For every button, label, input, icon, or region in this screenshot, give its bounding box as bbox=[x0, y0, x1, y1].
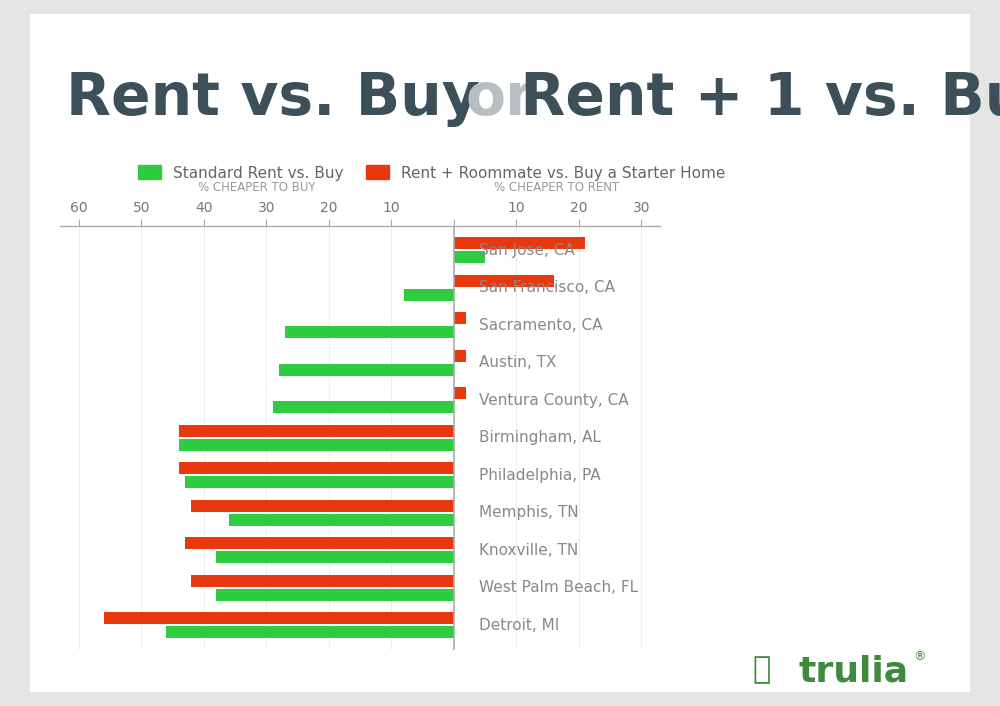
Text: Rent + 1 vs. Buy: Rent + 1 vs. Buy bbox=[500, 70, 1000, 126]
Text: San Francisco, CA: San Francisco, CA bbox=[479, 280, 615, 295]
Bar bbox=[104, 612, 454, 624]
Bar bbox=[216, 551, 454, 563]
Bar bbox=[272, 401, 454, 413]
Bar bbox=[191, 500, 454, 512]
Bar bbox=[454, 251, 485, 263]
Text: Birmingham, AL: Birmingham, AL bbox=[479, 430, 601, 445]
Bar bbox=[191, 575, 454, 587]
Text: ®: ® bbox=[913, 650, 926, 663]
Bar bbox=[404, 289, 454, 301]
Bar bbox=[179, 424, 454, 436]
Bar bbox=[454, 387, 466, 399]
Text: % CHEAPER TO RENT: % CHEAPER TO RENT bbox=[494, 181, 619, 194]
Bar bbox=[179, 439, 454, 451]
Bar bbox=[216, 589, 454, 601]
Text: Detroit, MI: Detroit, MI bbox=[479, 618, 559, 633]
Text: Ventura County, CA: Ventura County, CA bbox=[479, 393, 629, 408]
Text: Philadelphia, PA: Philadelphia, PA bbox=[479, 467, 601, 483]
Bar bbox=[185, 477, 454, 489]
Bar bbox=[454, 312, 466, 324]
Bar bbox=[454, 275, 554, 287]
Bar bbox=[285, 326, 454, 338]
Text: West Palm Beach, FL: West Palm Beach, FL bbox=[479, 580, 638, 595]
Bar bbox=[279, 364, 454, 376]
Bar bbox=[229, 514, 454, 526]
Text: Rent vs. Buy: Rent vs. Buy bbox=[66, 70, 500, 126]
Text: Sacramento, CA: Sacramento, CA bbox=[479, 318, 603, 333]
Text: % CHEAPER TO BUY: % CHEAPER TO BUY bbox=[198, 181, 316, 194]
Bar bbox=[185, 537, 454, 549]
Bar bbox=[166, 626, 454, 638]
Text: Austin, TX: Austin, TX bbox=[479, 355, 557, 370]
Text: San Jose, CA: San Jose, CA bbox=[479, 243, 575, 258]
Bar bbox=[454, 349, 466, 361]
Text: Memphis, TN: Memphis, TN bbox=[479, 505, 579, 520]
Text: 📍: 📍 bbox=[752, 655, 770, 684]
Bar bbox=[454, 237, 585, 249]
Legend: Standard Rent vs. Buy, Rent + Roommate vs. Buy a Starter Home: Standard Rent vs. Buy, Rent + Roommate v… bbox=[132, 160, 732, 186]
Text: Knoxville, TN: Knoxville, TN bbox=[479, 543, 578, 558]
Text: or: or bbox=[466, 70, 534, 126]
Text: trulia: trulia bbox=[799, 654, 909, 688]
Bar bbox=[179, 462, 454, 474]
